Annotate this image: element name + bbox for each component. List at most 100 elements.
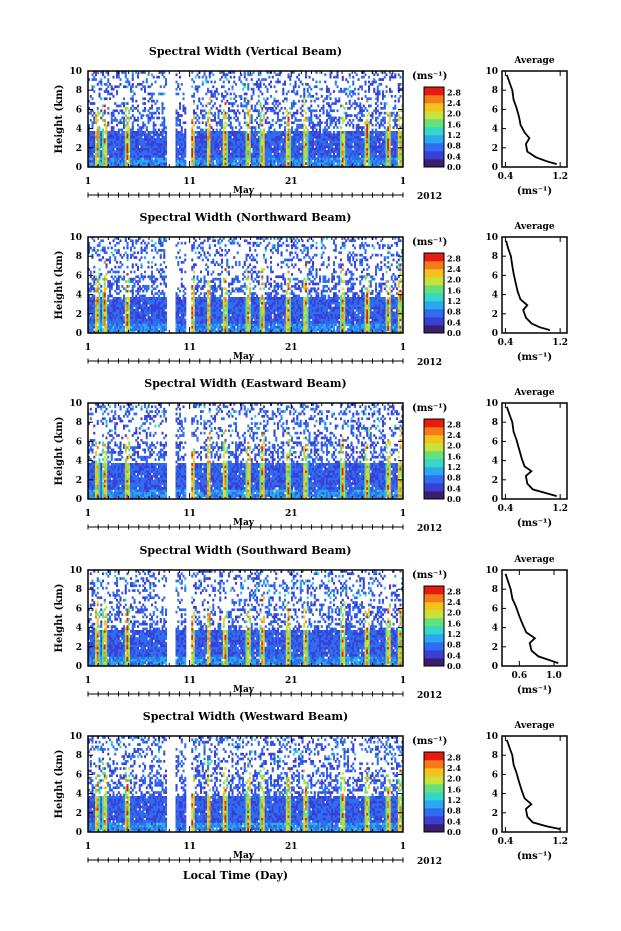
heatmap-cell xyxy=(245,143,248,146)
heatmap-cell xyxy=(124,309,127,312)
heatmap-cell xyxy=(357,155,360,158)
heatmap-cell xyxy=(264,102,267,105)
heatmap-cell xyxy=(292,138,295,141)
heatmap-cell xyxy=(310,119,313,122)
heatmap-cell xyxy=(247,162,250,165)
heatmap-cell xyxy=(140,311,143,315)
heatmap-cell xyxy=(142,162,145,165)
heatmap-cell xyxy=(264,138,267,141)
heatmap-cell xyxy=(131,318,134,322)
heatmap-cell xyxy=(88,107,91,110)
heatmap-cell xyxy=(96,280,99,283)
heatmap-cell xyxy=(193,102,196,105)
heatmap-cell xyxy=(343,152,346,156)
heatmap-cell xyxy=(193,155,196,158)
colorbar-tick-label: 2.4 xyxy=(447,98,461,108)
heatmap-cell xyxy=(88,157,91,161)
heatmap-cell xyxy=(96,109,99,113)
heatmap-cell xyxy=(180,155,183,158)
heatmap-cell xyxy=(301,104,304,108)
heatmap-cell xyxy=(193,95,196,98)
heatmap-cell xyxy=(368,164,371,168)
heatmap-cell xyxy=(259,121,262,125)
heatmap-cell xyxy=(341,78,344,81)
heatmap-cell xyxy=(154,111,157,115)
heatmap-cell xyxy=(252,155,255,158)
heatmap-cell xyxy=(242,135,245,139)
heatmap-cell xyxy=(112,321,115,324)
heatmap-cell xyxy=(135,159,138,163)
heatmap-cell xyxy=(102,297,105,300)
heatmap-cell xyxy=(198,85,201,89)
heatmap-cell xyxy=(96,83,99,86)
heatmap-cell xyxy=(107,131,110,134)
heatmap-cell xyxy=(287,119,290,122)
heatmap-cell xyxy=(336,164,339,168)
heatmap-cell xyxy=(383,104,386,108)
heatmap-cell xyxy=(236,164,239,168)
heatmap-cell xyxy=(329,123,332,127)
heatmap-cell xyxy=(324,155,327,158)
heatmap-cell xyxy=(91,294,94,298)
heatmap-cell xyxy=(383,102,386,105)
heatmap-cell xyxy=(144,287,147,291)
heatmap-cell xyxy=(333,152,336,156)
heatmap-cell xyxy=(366,119,369,122)
heatmap-cell xyxy=(151,261,154,264)
heatmap-cell xyxy=(247,87,250,91)
heatmap-cell xyxy=(245,111,248,115)
heatmap-cell xyxy=(103,285,106,288)
heatmap-cell xyxy=(95,304,98,307)
heatmap-cell xyxy=(392,152,395,156)
heatmap-cell xyxy=(137,104,140,108)
heatmap-cell xyxy=(371,138,374,141)
heatmap-cell xyxy=(152,330,155,334)
heatmap-cell xyxy=(245,123,248,127)
heatmap-cell xyxy=(133,313,136,317)
heatmap-cell xyxy=(399,138,402,141)
heatmap-cell xyxy=(154,311,157,315)
heatmap-cell xyxy=(247,140,250,144)
heatmap-cell xyxy=(144,159,147,163)
heatmap-cell xyxy=(91,313,94,317)
heatmap-cell xyxy=(336,155,339,158)
heatmap-cell xyxy=(359,104,362,108)
heatmap-cell xyxy=(231,155,234,158)
colorbar-tick-label: 1.6 xyxy=(447,119,461,129)
heatmap-cell xyxy=(229,116,232,120)
heatmap-cell xyxy=(305,71,308,74)
heatmap-cell xyxy=(200,145,203,149)
heatmap-cell xyxy=(142,299,145,303)
heatmap-cell xyxy=(256,140,259,144)
heatmap-cell xyxy=(268,155,271,158)
heatmap-cell xyxy=(110,133,113,137)
heatmap-cell xyxy=(203,162,206,165)
heatmap-cell xyxy=(96,289,99,293)
heatmap-cell xyxy=(138,135,141,139)
heatmap-cell xyxy=(159,155,162,158)
heatmap-cell xyxy=(121,263,124,267)
heatmap-cell xyxy=(140,330,143,334)
heatmap-cell xyxy=(291,104,294,108)
heatmap-cell xyxy=(105,313,108,317)
heatmap-cell xyxy=(191,121,194,125)
heatmap-cell xyxy=(399,162,402,165)
heatmap-cell xyxy=(235,126,238,129)
heatmap-cell xyxy=(201,138,204,141)
heatmap-cell xyxy=(355,164,358,168)
heatmap-cell xyxy=(121,140,124,144)
heatmap-cell xyxy=(369,147,372,151)
heatmap-cell xyxy=(124,287,127,291)
heatmap-cell xyxy=(373,150,376,153)
heatmap-cell xyxy=(271,75,274,79)
heatmap-cell xyxy=(109,143,112,146)
heatmap-cell xyxy=(277,104,280,108)
heatmap-cell xyxy=(137,157,140,161)
heatmap-cell xyxy=(137,328,140,331)
heatmap-cell xyxy=(100,289,103,293)
heatmap-cell xyxy=(317,164,320,168)
heatmap-cell xyxy=(252,152,255,156)
heatmap-cell xyxy=(333,140,336,144)
heatmap-cell xyxy=(308,95,311,98)
heatmap-cell xyxy=(119,299,122,303)
